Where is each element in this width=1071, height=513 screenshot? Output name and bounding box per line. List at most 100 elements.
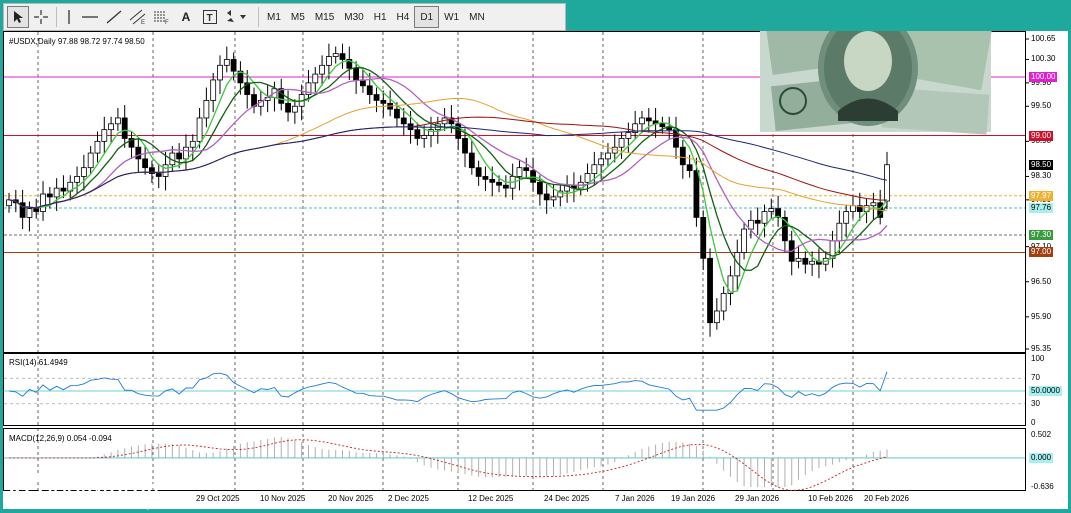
candle-body: [536, 181, 543, 195]
candle-body: [707, 257, 713, 324]
candle-body: [346, 59, 353, 69]
candle-body: [754, 219, 761, 224]
time-axis-label: 7 Jan 2026: [615, 494, 655, 503]
candle-body: [713, 310, 720, 324]
candle-body: [809, 260, 816, 265]
candle-body: [162, 164, 169, 177]
candle-body: [217, 64, 223, 81]
candle-body: [727, 275, 734, 294]
candle-body: [278, 88, 285, 104]
fibonacci-icon[interactable]: F: [150, 6, 174, 28]
candle-body: [53, 187, 60, 198]
equidistant-channel-icon[interactable]: E: [126, 6, 150, 28]
candle-body: [332, 53, 339, 57]
candle-body: [584, 173, 591, 183]
treasury-seal: [779, 87, 807, 115]
svg-text:T: T: [207, 13, 213, 24]
candle-body: [394, 108, 400, 119]
text-label-icon[interactable]: T: [198, 6, 222, 28]
brand-name: instaforex: [47, 469, 160, 499]
candle-body: [380, 100, 387, 104]
timeframe-m5[interactable]: M5: [290, 11, 305, 23]
candle-body: [121, 117, 128, 139]
time-axis-label: 20 Feb 2026: [864, 494, 909, 503]
candle-body: [462, 138, 468, 154]
price-axis-label: 98.30: [1031, 171, 1052, 181]
timeframe-m30[interactable]: M30: [344, 11, 364, 23]
rsi-level-tag: 50.0000: [1029, 386, 1062, 396]
timeframe-h1[interactable]: H1: [373, 11, 387, 23]
timeframe-mn[interactable]: MN: [469, 11, 485, 23]
rsi-label: RSI(14) 61.4949: [9, 358, 68, 367]
cursor-icon[interactable]: [7, 6, 29, 28]
candle-body: [782, 216, 788, 242]
candle-body: [196, 117, 203, 142]
rsi-axis-label: 70: [1031, 373, 1040, 383]
vertical-line-icon[interactable]: [60, 6, 78, 28]
trendline-icon[interactable]: [102, 6, 126, 28]
price-axis-label: 97.10: [1031, 241, 1052, 251]
timeframe-bar: M1 M5 M15 M30 H1 H4 D1 W1 MN: [262, 6, 490, 28]
horizontal-line-icon[interactable]: [78, 6, 102, 28]
time-axis-label: 20 Nov 2025: [328, 494, 374, 503]
candle-body: [489, 178, 496, 183]
candle-body: [101, 129, 108, 142]
candle-body: [468, 152, 475, 169]
candle-body: [203, 100, 210, 119]
candle-body: [618, 138, 625, 148]
crosshair-icon[interactable]: [29, 6, 53, 28]
timeframe-w1[interactable]: W1: [444, 11, 460, 23]
time-axis-label: 2 Dec 2025: [388, 494, 429, 503]
candle-body: [720, 293, 727, 312]
candle-body: [482, 176, 489, 180]
candle-body: [373, 94, 380, 101]
timeframe-h4[interactable]: H4: [396, 11, 410, 23]
candle-body: [475, 167, 482, 177]
rsi-axis-label: 30: [1031, 398, 1040, 408]
candle-body: [850, 205, 856, 212]
candle-body: [496, 181, 502, 186]
candle-body: [128, 138, 135, 148]
price-axis-label: 98.90: [1031, 136, 1052, 146]
candle-body: [80, 167, 87, 177]
candle-body: [149, 167, 155, 174]
arrows-icon[interactable]: [222, 6, 252, 28]
ma-red-line: [8, 116, 888, 209]
candle-body: [291, 105, 298, 113]
candle-body: [40, 193, 46, 212]
candle-body: [26, 208, 33, 218]
candle-body: [142, 158, 149, 169]
candle-body: [645, 117, 652, 122]
chart-canvas[interactable]: [3, 31, 1068, 509]
candle-body: [625, 132, 632, 139]
candle-body: [679, 146, 686, 166]
candle-body: [632, 123, 639, 133]
candle-body: [693, 170, 700, 218]
time-axis-label: 24 Dec 2025: [544, 494, 590, 503]
chart-window[interactable]: #USDX,Daily 97.88 98.72 97.74 98.50 RSI(…: [3, 31, 1068, 509]
candle-body: [135, 146, 142, 160]
timeframe-m15[interactable]: M15: [314, 11, 335, 23]
macd-level-tag: 0.000: [1029, 452, 1054, 463]
time-axis-label: 10 Nov 2025: [260, 494, 306, 503]
price-level-tag: 97.76: [1029, 203, 1054, 214]
timeframe-m1[interactable]: M1: [267, 11, 281, 23]
timeframe-d1[interactable]: D1: [414, 6, 440, 28]
rsi-line: [8, 371, 888, 411]
ma-navy-line: [8, 126, 888, 209]
candle-body: [523, 167, 530, 172]
candle-body: [87, 152, 94, 169]
brand-tagline: Instant Forex Trading: [47, 498, 151, 510]
candle-body: [747, 219, 754, 230]
instaforex-emblem-icon: [9, 469, 43, 503]
candle-body: [353, 67, 360, 81]
candle-body: [339, 53, 346, 60]
candle-body: [598, 158, 605, 166]
candle-body: [210, 79, 217, 101]
price-axis-label: 95.35: [1031, 344, 1052, 353]
price-axis-label: 96.50: [1031, 276, 1052, 286]
macd-axis-label: -0.636: [1031, 482, 1054, 491]
candle-body: [884, 164, 890, 202]
candle-body: [46, 193, 53, 198]
text-icon[interactable]: A: [181, 10, 191, 24]
